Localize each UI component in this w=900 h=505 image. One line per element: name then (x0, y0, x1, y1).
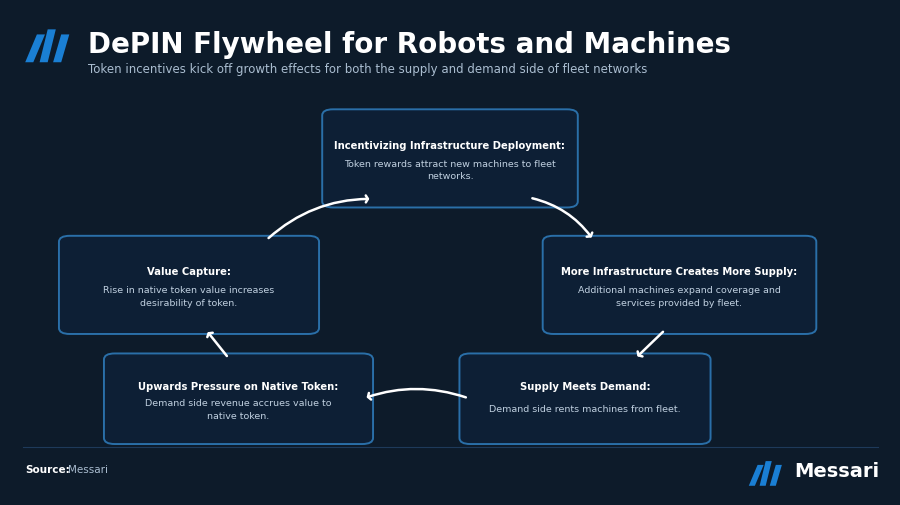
Text: Messari: Messari (794, 461, 879, 480)
Text: Token rewards attract new machines to fleet
networks.: Token rewards attract new machines to fl… (344, 160, 556, 181)
Text: Supply Meets Demand:: Supply Meets Demand: (519, 381, 651, 391)
Text: Demand side revenue accrues value to
native token.: Demand side revenue accrues value to nat… (145, 398, 332, 420)
Text: Demand side rents machines from fleet.: Demand side rents machines from fleet. (490, 405, 680, 414)
FancyBboxPatch shape (322, 110, 578, 208)
Polygon shape (53, 35, 69, 63)
Text: More Infrastructure Creates More Supply:: More Infrastructure Creates More Supply: (562, 267, 797, 277)
Polygon shape (749, 465, 763, 486)
Polygon shape (40, 30, 56, 63)
FancyBboxPatch shape (58, 236, 320, 334)
Text: Messari: Messari (68, 464, 108, 474)
Text: DePIN Flywheel for Robots and Machines: DePIN Flywheel for Robots and Machines (88, 30, 731, 59)
Text: Upwards Pressure on Native Token:: Upwards Pressure on Native Token: (139, 381, 338, 391)
Text: Source:: Source: (25, 464, 70, 474)
Text: Incentivizing Infrastructure Deployment:: Incentivizing Infrastructure Deployment: (335, 140, 565, 150)
Text: Additional machines expand coverage and
services provided by fleet.: Additional machines expand coverage and … (578, 286, 781, 307)
Text: Token incentives kick off growth effects for both the supply and demand side of : Token incentives kick off growth effects… (88, 63, 648, 76)
FancyBboxPatch shape (104, 354, 374, 444)
Text: Rise in native token value increases
desirability of token.: Rise in native token value increases des… (104, 286, 274, 307)
Polygon shape (760, 461, 771, 486)
Polygon shape (770, 465, 782, 486)
FancyBboxPatch shape (543, 236, 816, 334)
FancyBboxPatch shape (459, 354, 711, 444)
Text: Value Capture:: Value Capture: (147, 267, 231, 277)
Polygon shape (25, 35, 45, 63)
